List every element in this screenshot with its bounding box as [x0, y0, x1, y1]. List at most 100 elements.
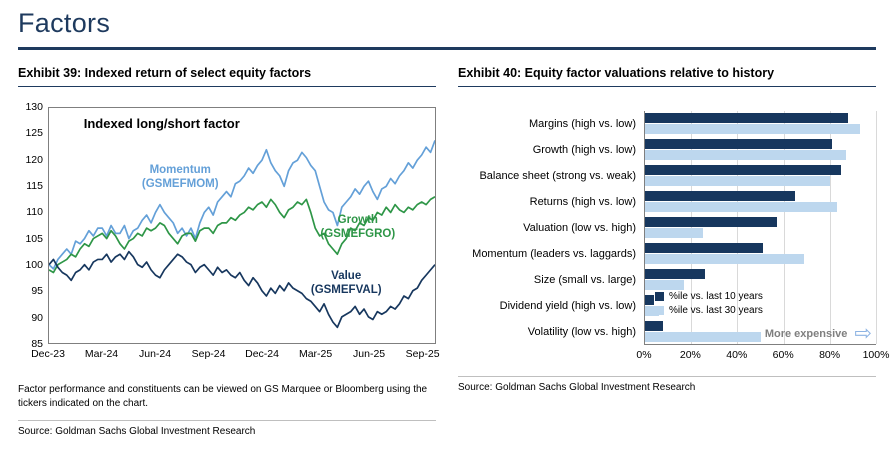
exhibit-39-title: Exhibit 39: Indexed return of select equ…	[18, 66, 436, 87]
line-chart-svg	[49, 108, 435, 343]
exhibit-39-footnote: Factor performance and constituents can …	[18, 384, 428, 409]
bar-group	[645, 292, 876, 318]
category-label: Growth (high vs. low)	[532, 144, 636, 156]
bar-10yr	[645, 113, 849, 124]
bar-chart-plot-area: %ile vs. last 10 years %ile vs. last 30 y…	[644, 111, 877, 345]
bar-10yr	[645, 242, 763, 253]
x-tick-label: Dec-24	[245, 348, 279, 360]
bar-30yr	[645, 202, 837, 213]
bar-chart-legend: %ile vs. last 10 years %ile vs. last 30 y…	[655, 291, 763, 316]
category-label: Returns (high vs. low)	[529, 196, 636, 208]
bar-30yr	[645, 331, 761, 342]
bar-30yr	[645, 279, 685, 290]
line-chart-x-axis: Dec-23 Mar-24 Jun-24 Sep-24 Dec-24 Mar-25 Jun-…	[31, 344, 439, 360]
y-tick-label: 85	[31, 338, 43, 350]
series-name: Momentum	[149, 164, 211, 177]
bar-30yr	[645, 253, 805, 264]
bar-chart-rows	[645, 111, 876, 344]
category-label: Margins (high vs. low)	[529, 118, 636, 130]
more-expensive-annotation: More expensive ⇨	[765, 323, 872, 344]
bar-10yr	[645, 139, 833, 150]
line-chart-plot-area: Indexed long/short factor Momentum (GSME…	[48, 107, 436, 344]
category-label: Valuation (low vs. high)	[523, 222, 636, 234]
x-tick-label: 60%	[772, 349, 794, 361]
series-name: Value	[331, 270, 362, 283]
legend-swatch-icon	[655, 306, 664, 315]
bar-10yr	[645, 268, 706, 279]
bar-group	[645, 240, 876, 266]
gridline	[829, 111, 831, 344]
bar-10yr	[645, 191, 796, 202]
bar-10yr	[645, 294, 655, 305]
x-tick-label: Sep-25	[405, 348, 440, 360]
x-tick-label: 20%	[679, 349, 701, 361]
y-tick-label: 115	[26, 179, 43, 192]
gridline	[783, 111, 785, 344]
bar-group	[645, 163, 876, 189]
y-tick-label: 130	[25, 101, 43, 113]
exhibit-39-source: Source: Goldman Sachs Global Investment …	[18, 420, 436, 437]
bar-30yr	[645, 124, 860, 135]
page-title: Factors	[18, 8, 111, 38]
legend-row: %ile vs. last 30 years	[655, 305, 763, 316]
exhibit-40-chart: Margins (high vs. low) Growth (high vs. l…	[458, 111, 889, 361]
y-tick-label: 100	[25, 258, 43, 271]
exhibit-40-source: Source: Goldman Sachs Global Investment …	[458, 376, 876, 393]
more-expensive-label: More expensive	[764, 327, 848, 340]
exhibit-39-panel: Exhibit 39: Indexed return of select equ…	[18, 66, 440, 437]
series-line-value	[49, 252, 435, 328]
series-line-momentum	[49, 140, 435, 268]
category-label: Size (small vs. large)	[533, 274, 636, 286]
series-label-growth: Growth (GSMEFGRO)	[320, 214, 395, 242]
bar-chart-category-labels: Margins (high vs. low) Growth (high vs. l…	[458, 111, 644, 345]
series-label-value: Value (GSMEFVAL)	[311, 270, 382, 298]
series-ticker: (GSMEFMOM)	[141, 178, 219, 191]
bar-group	[645, 111, 876, 137]
x-tick-label: Mar-25	[298, 348, 333, 360]
y-tick-label: 95	[31, 285, 43, 298]
exhibit-40-panel: Exhibit 40: Equity factor valuations rel…	[458, 66, 889, 437]
legend-label: %ile vs. last 30 years	[669, 305, 763, 316]
exhibit-columns: Exhibit 39: Indexed return of select equ…	[18, 66, 889, 437]
bar-group	[645, 189, 876, 215]
gridline	[737, 111, 739, 344]
line-chart-y-axis: 85 90 95 100 105 110 115 120 125 130	[18, 101, 48, 350]
more-expensive-arrow-icon: ⇨	[854, 322, 872, 345]
bar-group	[645, 266, 876, 292]
title-rule	[18, 47, 876, 50]
y-tick-label: 105	[25, 232, 43, 245]
y-tick-label: 120	[25, 153, 43, 166]
category-label: Balance sheet (strong vs. weak)	[479, 170, 636, 182]
line-chart-body: 85 90 95 100 105 110 115 120 125 130 Indexed long…	[18, 101, 436, 350]
bar-30yr	[645, 228, 703, 238]
bar-30yr	[645, 150, 846, 161]
x-tick-label: Sep-24	[191, 348, 226, 360]
bar-chart-x-axis: 0% 20% 40% 60% 80% 100%	[636, 345, 889, 361]
gridline	[691, 111, 693, 344]
x-tick-label: 40%	[726, 349, 748, 361]
y-tick-label: 110	[26, 206, 43, 219]
bar-chart-body: Margins (high vs. low) Growth (high vs. l…	[458, 111, 877, 345]
chart-inner-title: Indexed long/short factor	[83, 116, 240, 132]
exhibit-39-chart: 85 90 95 100 105 110 115 120 125 130 Indexed long…	[18, 101, 439, 360]
x-tick-label: Jun-25	[353, 348, 386, 360]
exhibit-40-title: Exhibit 40: Equity factor valuations rel…	[458, 66, 876, 87]
x-tick-label: 80%	[819, 349, 841, 361]
bar-30yr	[645, 176, 830, 187]
x-tick-label: Mar-24	[84, 348, 119, 360]
x-tick-label: 100%	[862, 349, 890, 361]
x-tick-label: Dec-23	[31, 348, 65, 360]
series-name: Growth	[337, 213, 378, 226]
category-label: Volatility (low vs. high)	[527, 326, 636, 338]
y-tick-label: 125	[25, 127, 43, 140]
legend-row: %ile vs. last 10 years	[655, 291, 763, 302]
y-tick-label: 90	[31, 311, 43, 324]
bar-10yr	[645, 217, 777, 227]
series-label-momentum: Momentum (GSMEFMOM)	[142, 164, 219, 192]
bar-30yr	[645, 305, 659, 316]
legend-label: %ile vs. last 10 years	[669, 291, 763, 302]
gridline	[876, 111, 877, 344]
category-label: Momentum (leaders vs. laggards)	[472, 248, 636, 260]
x-tick-label: Jun-24	[138, 348, 172, 360]
x-tick-label: 0%	[636, 349, 652, 361]
